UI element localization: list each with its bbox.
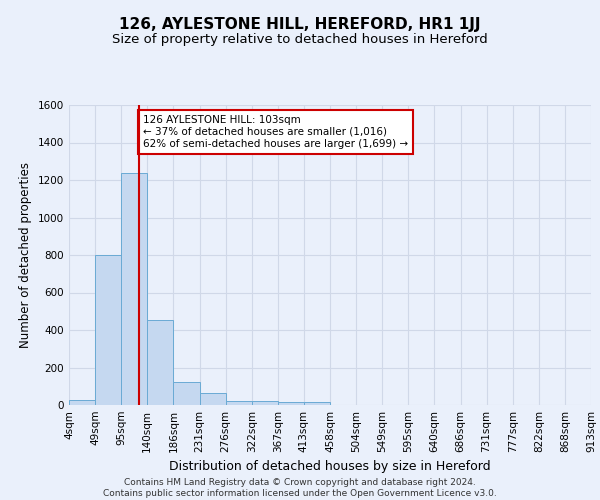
Text: 126 AYLESTONE HILL: 103sqm
← 37% of detached houses are smaller (1,016)
62% of s: 126 AYLESTONE HILL: 103sqm ← 37% of deta… xyxy=(143,116,408,148)
Bar xyxy=(121,172,148,405)
Y-axis label: Number of detached properties: Number of detached properties xyxy=(19,162,32,348)
Bar xyxy=(95,255,121,405)
Bar xyxy=(199,393,226,405)
Bar xyxy=(304,402,330,405)
Text: Size of property relative to detached houses in Hereford: Size of property relative to detached ho… xyxy=(112,32,488,46)
Text: Contains HM Land Registry data © Crown copyright and database right 2024.
Contai: Contains HM Land Registry data © Crown c… xyxy=(103,478,497,498)
Bar xyxy=(69,400,95,405)
X-axis label: Distribution of detached houses by size in Hereford: Distribution of detached houses by size … xyxy=(169,460,491,473)
Text: 126, AYLESTONE HILL, HEREFORD, HR1 1JJ: 126, AYLESTONE HILL, HEREFORD, HR1 1JJ xyxy=(119,18,481,32)
Bar xyxy=(252,401,278,405)
Bar xyxy=(148,320,173,405)
Bar xyxy=(226,401,252,405)
Bar xyxy=(173,382,199,405)
Bar xyxy=(278,402,304,405)
